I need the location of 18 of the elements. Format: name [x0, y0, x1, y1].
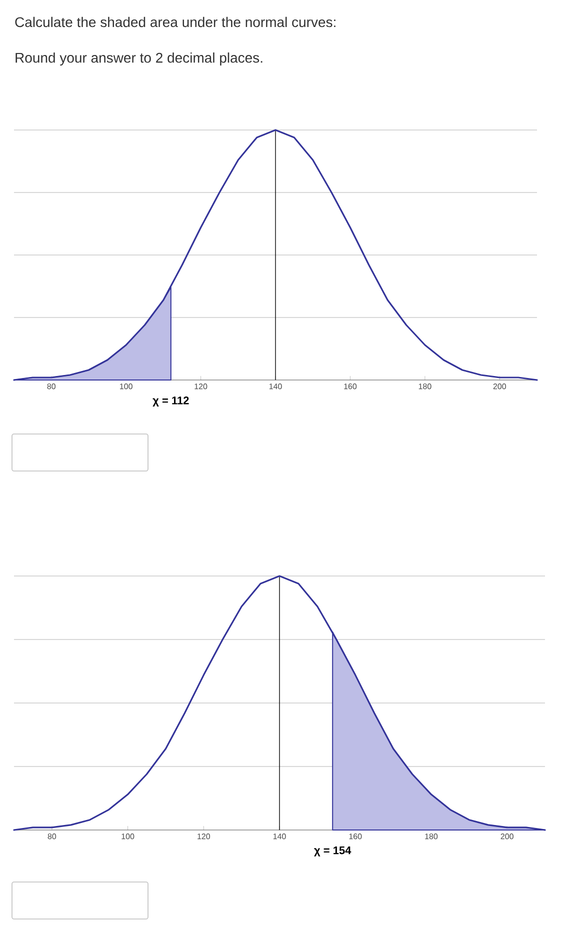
annotation: χ = 154 — [314, 846, 352, 856]
x-tick-label: 120 — [194, 384, 208, 390]
x-tick-label: 120 — [198, 834, 210, 840]
x-tick-label: 180 — [425, 834, 438, 840]
x-tick-label: 100 — [122, 834, 134, 840]
x-tick-label: 100 — [120, 384, 132, 390]
chart-subtitle: Round your answer to 2 decimal places. — [16, 52, 262, 66]
x-tick-label: 200 — [493, 384, 506, 390]
x-tick-label: 200 — [500, 834, 514, 840]
x-tick-label: 80 — [48, 834, 56, 840]
annotation: χ = 112 — [152, 396, 189, 406]
x-tick-label: 140 — [269, 384, 282, 390]
x-tick-label: 80 — [47, 384, 56, 390]
x-tick-label: 160 — [349, 834, 362, 840]
x-tick-label: 160 — [344, 384, 357, 390]
chart-title: Calculate the shaded area under the normal curves: — [15, 16, 336, 28]
x-tick-label: 180 — [418, 384, 432, 390]
x-tick-label: 140 — [273, 834, 286, 840]
